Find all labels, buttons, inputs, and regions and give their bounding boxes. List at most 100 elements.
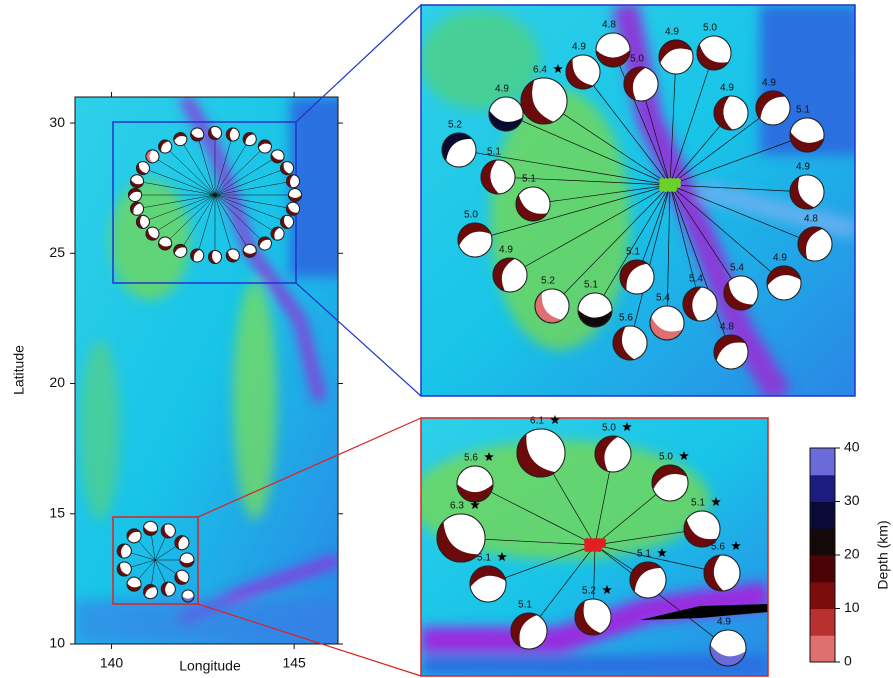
main-beachball	[143, 521, 157, 535]
colorbar-band	[810, 635, 835, 662]
main-beachball	[281, 162, 294, 175]
main-beachball	[175, 536, 189, 550]
magnitude-label: 4.9	[572, 42, 586, 53]
colorbar-band	[810, 609, 835, 636]
epicenter	[596, 546, 602, 552]
magnitude-label: 6.1	[530, 416, 544, 427]
main-beachball	[161, 524, 175, 538]
beachball	[697, 36, 731, 70]
beachball	[595, 436, 631, 472]
magnitude-label: 6.4	[533, 65, 547, 76]
magnitude-label: 5.0	[602, 423, 616, 434]
y-tick-label: 20	[49, 374, 65, 390]
figure: Longitude Latitude Depth (km) 1401451015…	[0, 0, 893, 678]
beachball	[683, 287, 717, 321]
main-beachball	[161, 582, 175, 596]
main-beachball	[286, 175, 299, 188]
colorbar-tick-label: 20	[844, 546, 860, 562]
beachball	[493, 258, 527, 292]
magnitude-label: 4.8	[804, 214, 818, 225]
beachball	[613, 326, 647, 360]
beachball	[511, 613, 547, 649]
main-beachball	[117, 562, 131, 576]
beachball	[767, 266, 801, 300]
main-beachball	[159, 237, 172, 250]
magnitude-label: 4.8	[602, 20, 616, 31]
colorbar-label: Depth (km)	[875, 520, 891, 589]
colorbar-band	[810, 475, 835, 502]
beachball	[481, 160, 515, 194]
main-beachball	[136, 215, 149, 228]
beachball	[790, 118, 824, 152]
magnitude-label: 5.1	[637, 549, 651, 560]
magnitude-label: 5.6	[464, 453, 478, 464]
magnitude-label: 5.4	[689, 274, 703, 285]
magnitude-label: 5.1	[691, 498, 705, 509]
main-beachball	[131, 175, 144, 188]
beachball	[798, 227, 832, 261]
beachball	[521, 78, 567, 124]
magnitude-label: 4.9	[773, 253, 787, 264]
beachball	[517, 429, 565, 477]
main-beachball	[146, 227, 159, 240]
y-tick-label: 30	[49, 114, 65, 130]
beachball	[437, 514, 485, 562]
colorbar-tick-label: 30	[844, 492, 860, 508]
magnitude-label: 4.9	[499, 245, 513, 256]
main-beachball	[281, 215, 294, 228]
magnitude-label: 4.9	[717, 617, 731, 628]
beachball	[535, 289, 569, 323]
beachball	[714, 96, 748, 130]
colorbar-band	[810, 502, 835, 529]
magnitude-label: 6.3	[450, 501, 464, 512]
magnitude-label: 5.2	[582, 586, 596, 597]
magnitude-label: 5.6	[711, 542, 725, 553]
magnitude-label: 4.9	[665, 27, 679, 38]
beachball	[442, 133, 476, 167]
beachball	[516, 187, 550, 221]
magnitude-label: 4.9	[796, 162, 810, 173]
main-beachball	[191, 249, 204, 262]
magnitude-label: 5.0	[703, 23, 717, 34]
main-beachball	[180, 553, 194, 567]
main-beachball	[209, 251, 222, 264]
x-tick-label: 140	[100, 655, 124, 671]
main-beachball	[226, 128, 239, 141]
beachball	[578, 293, 612, 327]
beachball	[566, 55, 600, 89]
beachball	[710, 630, 746, 666]
beachball	[652, 465, 688, 501]
beachball	[659, 40, 693, 74]
magnitude-label: 4.8	[720, 322, 734, 333]
main-beachball	[174, 133, 187, 146]
main-beachball	[174, 244, 187, 257]
y-tick-label: 10	[49, 635, 65, 651]
magnitude-label: 5.0	[464, 210, 478, 221]
main-beachball	[258, 237, 271, 250]
main-beachball	[117, 544, 131, 558]
main-beachball	[243, 133, 256, 146]
beachball	[714, 335, 748, 369]
magnitude-label: 5.1	[626, 247, 640, 258]
colorbar-band	[810, 555, 835, 582]
beachball	[457, 466, 493, 502]
magnitude-label: 5.1	[796, 105, 810, 116]
main-beachball	[271, 227, 284, 240]
y-tick-label: 25	[49, 244, 65, 260]
x-axis-label: Longitude	[179, 658, 241, 674]
main-beachball	[127, 577, 141, 591]
magnitude-label: 5.2	[541, 276, 555, 287]
main-beachball	[286, 202, 299, 215]
beachball	[704, 555, 740, 591]
y-tick-label: 15	[49, 504, 65, 520]
colorbar-tick-label: 0	[844, 653, 852, 669]
magnitude-label: 5.4	[730, 263, 744, 274]
main-beachball	[226, 249, 239, 262]
beachball	[620, 260, 654, 294]
colorbar-band	[810, 448, 835, 475]
main-beachball	[182, 590, 194, 602]
magnitude-label: 4.9	[762, 78, 776, 89]
main-beachball	[175, 570, 189, 584]
main-beachball	[209, 127, 222, 140]
beachball	[790, 175, 824, 209]
